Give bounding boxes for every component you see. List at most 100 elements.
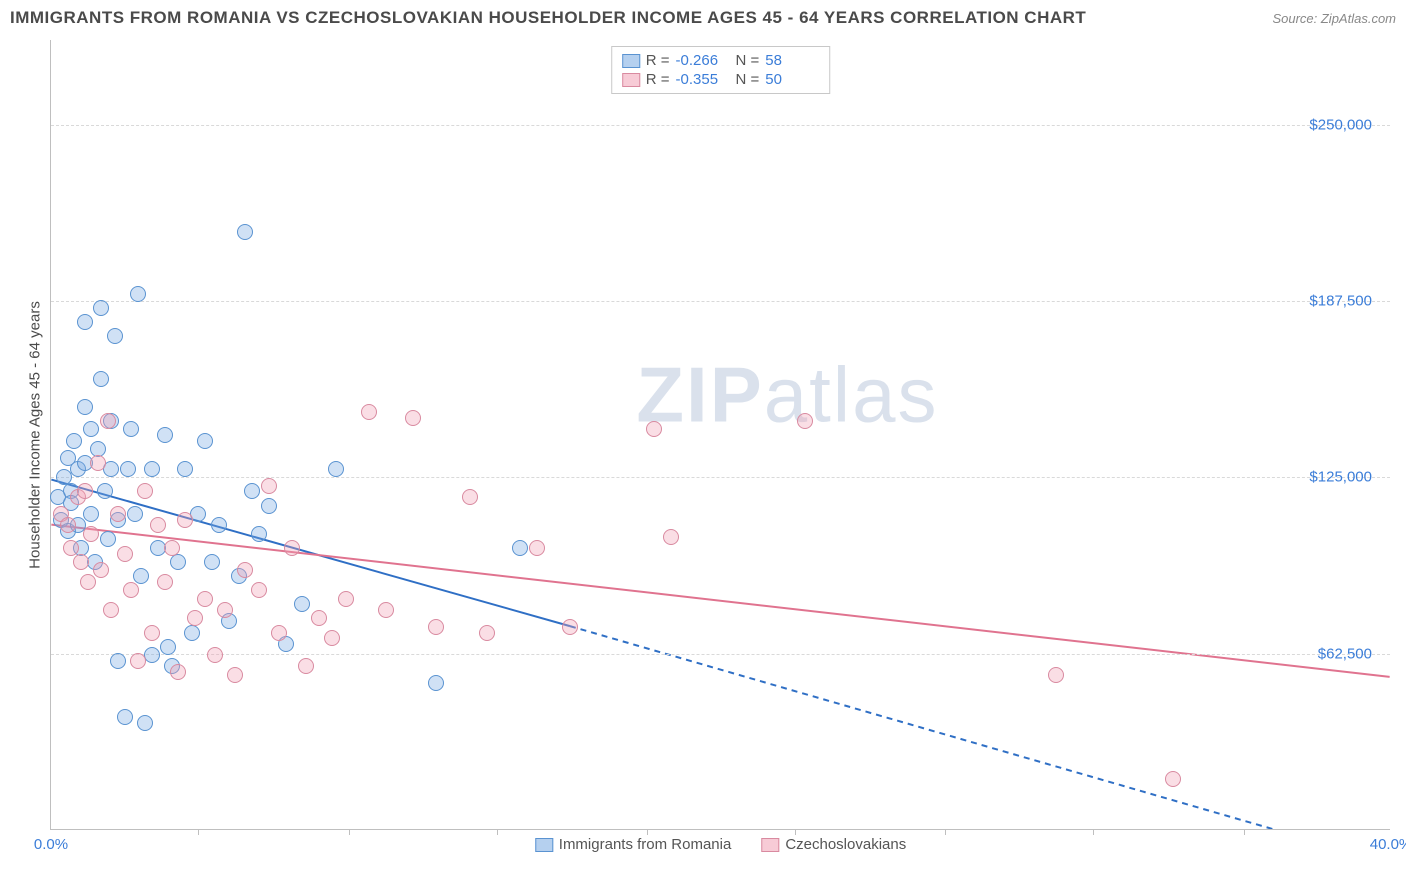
data-point — [338, 591, 354, 607]
data-point — [271, 625, 287, 641]
data-point — [204, 554, 220, 570]
legend-N-value: 50 — [765, 71, 819, 88]
data-point — [127, 506, 143, 522]
data-point — [428, 619, 444, 635]
data-point — [244, 483, 260, 499]
data-point — [1165, 771, 1181, 787]
data-point — [83, 506, 99, 522]
legend-N-value: 58 — [765, 52, 819, 69]
y-axis-label: Householder Income Ages 45 - 64 years — [27, 301, 44, 569]
x-minor-tick — [1093, 829, 1094, 835]
data-point — [157, 574, 173, 590]
y-tick-label: $62,500 — [1318, 645, 1372, 662]
series-legend-label: Czechoslovakians — [785, 836, 906, 853]
data-point — [137, 483, 153, 499]
data-point — [66, 433, 82, 449]
data-point — [184, 625, 200, 641]
legend-R-label: R = — [646, 52, 670, 69]
x-minor-tick — [349, 829, 350, 835]
chart-plot-area: Householder Income Ages 45 - 64 years ZI… — [50, 40, 1390, 830]
data-point — [311, 610, 327, 626]
data-point — [60, 517, 76, 533]
data-point — [103, 602, 119, 618]
x-minor-tick — [1244, 829, 1245, 835]
data-point — [100, 413, 116, 429]
legend-swatch — [535, 838, 553, 852]
data-point — [90, 455, 106, 471]
data-point — [328, 461, 344, 477]
data-point — [663, 529, 679, 545]
data-point — [211, 517, 227, 533]
data-point — [120, 461, 136, 477]
data-point — [324, 630, 340, 646]
data-point — [529, 540, 545, 556]
data-point — [130, 653, 146, 669]
data-point — [123, 582, 139, 598]
data-point — [63, 540, 79, 556]
data-point — [562, 619, 578, 635]
data-point — [405, 410, 421, 426]
data-point — [83, 526, 99, 542]
series-legend: Immigrants from RomaniaCzechoslovakians — [535, 836, 906, 853]
gridline-h — [51, 301, 1390, 302]
data-point — [1048, 667, 1064, 683]
data-point — [294, 596, 310, 612]
legend-swatch — [622, 73, 640, 87]
data-point — [93, 562, 109, 578]
data-point — [157, 427, 173, 443]
gridline-h — [51, 477, 1390, 478]
legend-R-value: -0.266 — [676, 52, 730, 69]
data-point — [73, 554, 89, 570]
data-point — [164, 540, 180, 556]
correlation-legend-row: R =-0.266N =58 — [622, 51, 820, 70]
data-point — [170, 664, 186, 680]
data-point — [462, 489, 478, 505]
data-point — [150, 517, 166, 533]
x-minor-tick — [647, 829, 648, 835]
data-point — [177, 461, 193, 477]
data-point — [261, 498, 277, 514]
data-point — [361, 404, 377, 420]
data-point — [237, 562, 253, 578]
data-point — [93, 371, 109, 387]
data-point — [83, 421, 99, 437]
y-tick-label: $125,000 — [1309, 469, 1372, 486]
data-point — [144, 625, 160, 641]
data-point — [298, 658, 314, 674]
data-point — [160, 639, 176, 655]
x-tick-label: 0.0% — [34, 836, 68, 853]
data-point — [133, 568, 149, 584]
data-point — [117, 709, 133, 725]
data-point — [197, 591, 213, 607]
legend-N-label: N = — [736, 71, 760, 88]
x-minor-tick — [497, 829, 498, 835]
legend-swatch — [761, 838, 779, 852]
x-minor-tick — [198, 829, 199, 835]
data-point — [97, 483, 113, 499]
data-point — [207, 647, 223, 663]
correlation-legend-row: R = -0.355 N = 50 — [622, 70, 820, 89]
data-point — [110, 653, 126, 669]
data-point — [237, 224, 253, 240]
data-point — [110, 506, 126, 522]
trend-line-dashed — [570, 626, 1390, 829]
data-point — [187, 610, 203, 626]
data-point — [137, 715, 153, 731]
data-point — [251, 526, 267, 542]
data-point — [217, 602, 233, 618]
data-point — [77, 399, 93, 415]
legend-R-value: -0.355 — [676, 71, 730, 88]
data-point — [77, 314, 93, 330]
legend-R-label: R = — [646, 71, 670, 88]
data-point — [797, 413, 813, 429]
data-point — [378, 602, 394, 618]
data-point — [93, 300, 109, 316]
x-minor-tick — [945, 829, 946, 835]
data-point — [107, 328, 123, 344]
watermark-light: atlas — [764, 351, 939, 439]
data-point — [80, 574, 96, 590]
data-point — [117, 546, 133, 562]
data-point — [227, 667, 243, 683]
data-point — [170, 554, 186, 570]
data-point — [177, 512, 193, 528]
